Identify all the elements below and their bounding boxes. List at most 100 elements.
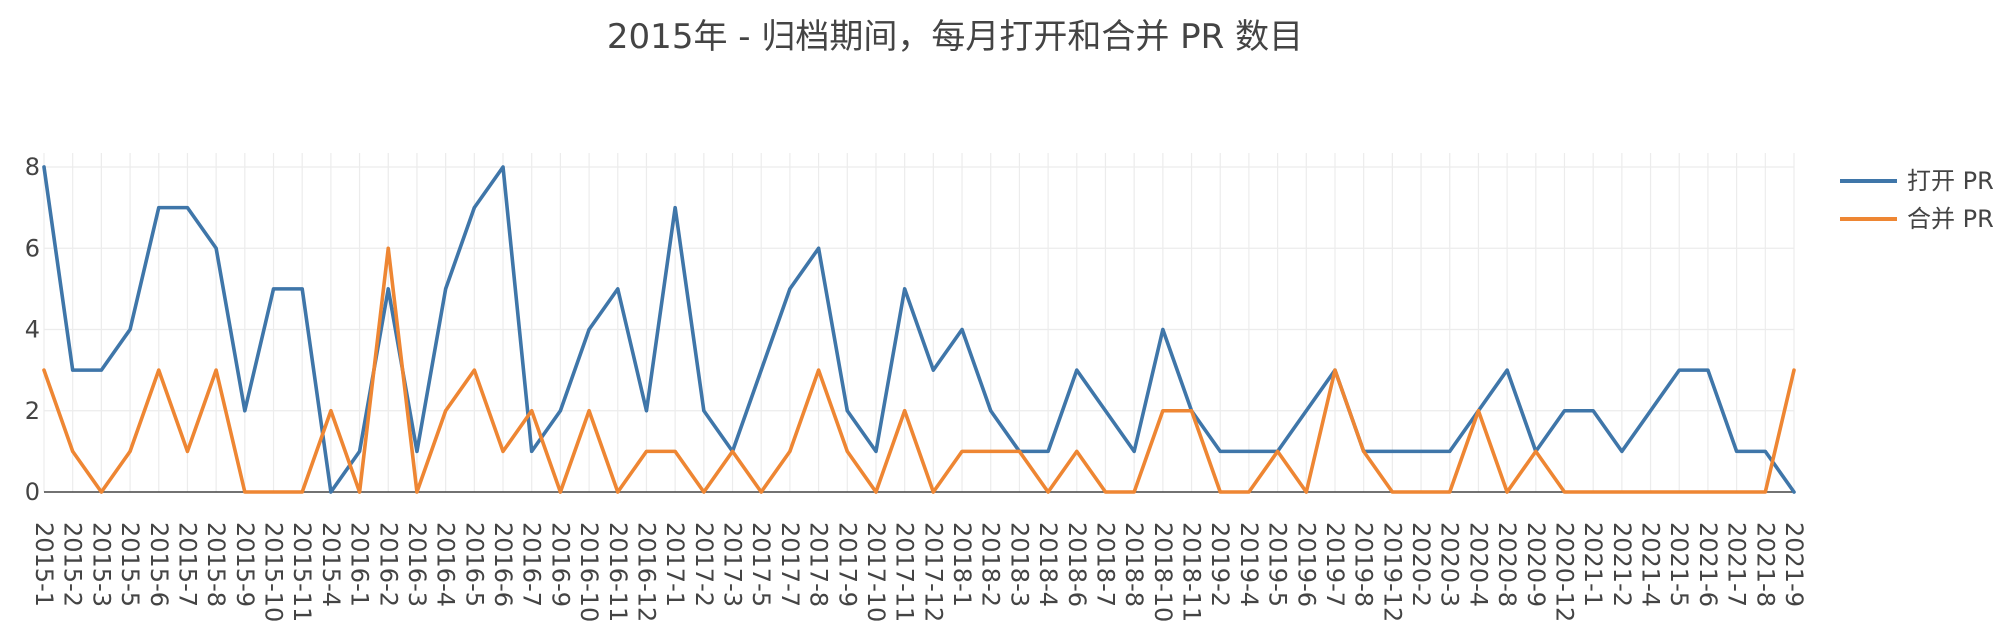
data-point-open-pr xyxy=(444,287,448,291)
x-tick-label: 2017-8 xyxy=(805,522,833,607)
x-tick-label: 2019-7 xyxy=(1321,522,1349,607)
data-point-merged-pr xyxy=(1562,490,1566,494)
data-point-merged-pr xyxy=(128,449,132,453)
data-point-open-pr xyxy=(358,449,362,453)
x-tick-label: 2021-2 xyxy=(1608,522,1636,607)
x-tick-label: 2016-3 xyxy=(403,522,431,607)
data-point-merged-pr xyxy=(1247,490,1251,494)
x-tick-label: 2017-3 xyxy=(719,522,747,607)
data-point-open-pr xyxy=(530,449,534,453)
data-point-merged-pr xyxy=(214,368,218,372)
x-tick-label: 2020-3 xyxy=(1436,522,1464,607)
x-tick-label: 2018-7 xyxy=(1091,522,1119,607)
data-point-merged-pr xyxy=(1132,490,1136,494)
x-tick-label: 2019-12 xyxy=(1378,522,1406,622)
data-point-open-pr xyxy=(644,409,648,413)
data-point-merged-pr xyxy=(1448,490,1452,494)
data-point-open-pr xyxy=(817,246,821,250)
x-tick-label: 2018-3 xyxy=(1005,522,1033,607)
data-point-open-pr xyxy=(472,206,476,210)
data-point-merged-pr xyxy=(329,409,333,413)
data-point-merged-pr xyxy=(1677,490,1681,494)
y-tick-label: 0 xyxy=(25,478,40,506)
data-point-merged-pr xyxy=(673,449,677,453)
data-point-merged-pr xyxy=(1046,490,1050,494)
data-point-merged-pr xyxy=(788,449,792,453)
data-point-open-pr xyxy=(185,206,189,210)
data-point-merged-pr xyxy=(644,449,648,453)
data-point-open-pr xyxy=(1448,449,1452,453)
data-point-merged-pr xyxy=(1706,490,1710,494)
series-lines xyxy=(42,165,1796,494)
data-point-merged-pr xyxy=(587,409,591,413)
data-point-open-pr xyxy=(1218,449,1222,453)
data-point-open-pr xyxy=(587,328,591,331)
x-tick-label: 2018-1 xyxy=(948,522,976,607)
data-point-open-pr xyxy=(960,328,964,331)
x-tick-label: 2015-11 xyxy=(288,522,316,622)
y-tick-label: 4 xyxy=(25,316,40,344)
data-point-merged-pr xyxy=(1304,490,1308,494)
data-point-merged-pr xyxy=(300,490,304,494)
x-tick-label: 2016-1 xyxy=(346,522,374,607)
legend: 打开 PR 合并 PR xyxy=(1840,167,1994,233)
data-point-merged-pr xyxy=(42,368,46,372)
data-point-open-pr xyxy=(1304,409,1308,413)
data-point-open-pr xyxy=(1620,449,1624,453)
legend-item-merged[interactable]: 合并 PR xyxy=(1840,205,1994,233)
data-point-merged-pr xyxy=(1534,449,1538,453)
data-point-merged-pr xyxy=(903,409,907,413)
data-point-open-pr xyxy=(99,368,103,372)
data-point-merged-pr xyxy=(1591,490,1595,494)
x-tick-label: 2017-1 xyxy=(661,522,689,607)
data-point-open-pr xyxy=(616,287,620,291)
data-point-open-pr xyxy=(1792,490,1796,494)
data-point-merged-pr xyxy=(616,490,620,494)
data-point-merged-pr xyxy=(185,449,189,453)
data-point-merged-pr xyxy=(1419,490,1423,494)
data-point-merged-pr xyxy=(1161,409,1165,413)
data-point-open-pr xyxy=(128,328,132,331)
data-point-merged-pr xyxy=(845,449,849,453)
data-point-open-pr xyxy=(272,287,276,291)
data-point-open-pr xyxy=(989,409,993,413)
y-tick-label: 2 xyxy=(25,397,40,425)
data-point-merged-pr xyxy=(501,449,505,453)
data-point-open-pr xyxy=(1075,368,1079,372)
data-point-open-pr xyxy=(415,449,419,453)
x-tick-label: 2017-7 xyxy=(776,522,804,607)
data-point-merged-pr xyxy=(1649,490,1653,494)
x-tick-label: 2020-9 xyxy=(1522,522,1550,607)
chart-title: 2015年 - 归档期间，每月打开和合并 PR 数目 xyxy=(607,17,1303,57)
data-point-merged-pr xyxy=(157,368,161,372)
data-point-merged-pr xyxy=(444,409,448,413)
data-point-open-pr xyxy=(931,368,935,372)
y-axis-ticks: 0 2 4 6 8 xyxy=(25,153,40,506)
legend-label-merged: 合并 PR xyxy=(1907,205,1994,233)
x-tick-label: 2021-5 xyxy=(1665,522,1693,607)
x-tick-label: 2016-7 xyxy=(518,522,546,607)
data-point-open-pr xyxy=(788,287,792,291)
data-point-merged-pr xyxy=(99,490,103,494)
x-tick-label: 2017-9 xyxy=(833,522,861,607)
data-point-merged-pr xyxy=(1735,490,1739,494)
x-tick-label: 2017-5 xyxy=(747,522,775,607)
x-tick-label: 2021-1 xyxy=(1579,522,1607,607)
legend-item-open[interactable]: 打开 PR xyxy=(1840,167,1994,195)
data-point-merged-pr xyxy=(472,368,476,372)
data-point-merged-pr xyxy=(1103,490,1107,494)
x-axis-ticks: 2015-1 2015-2 2015-3 2015-5 2015-6 2015-7 2015… xyxy=(30,522,1808,622)
data-point-merged-pr xyxy=(1792,368,1796,372)
data-point-open-pr xyxy=(702,409,706,413)
data-point-merged-pr xyxy=(1505,490,1509,494)
data-point-merged-pr xyxy=(1017,449,1021,453)
x-tick-label: 2018-2 xyxy=(977,522,1005,607)
data-point-open-pr xyxy=(1677,368,1681,372)
data-point-merged-pr xyxy=(1362,449,1366,453)
y-tick-label: 8 xyxy=(25,153,40,181)
data-point-merged-pr xyxy=(415,490,419,494)
data-point-open-pr xyxy=(874,449,878,453)
data-point-open-pr xyxy=(673,206,677,210)
x-tick-label: 2016-10 xyxy=(575,522,603,622)
